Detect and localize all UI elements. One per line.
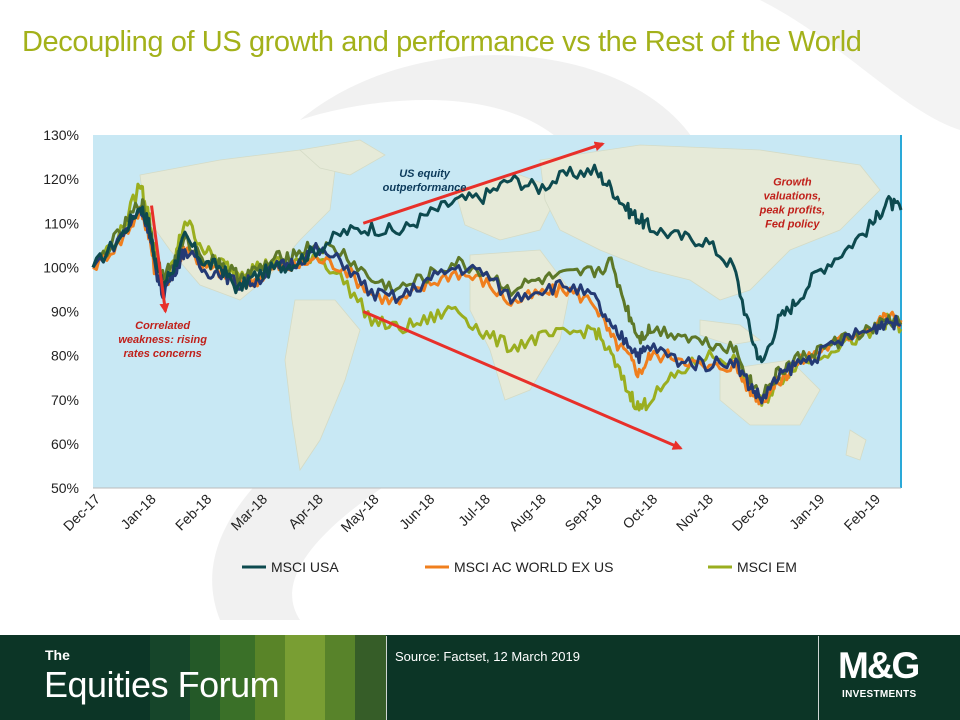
y-tick-label: 80% xyxy=(51,348,79,364)
x-tick-label: Oct-18 xyxy=(619,491,660,532)
x-tick-label: Nov-18 xyxy=(673,491,716,534)
logo-mark: M&G xyxy=(838,645,920,686)
annotation-arrows xyxy=(150,141,683,450)
annotation-text: US equity outperformance xyxy=(383,168,467,194)
legend-label: MSCI AC WORLD EX US xyxy=(454,559,613,575)
y-axis: 50% 60% 70% 80% 90% 100% 110% 120% 130% xyxy=(43,127,902,496)
x-tick-label: Feb-18 xyxy=(172,491,215,534)
legend-label: MSCI EM xyxy=(737,559,797,575)
y-tick-label: 70% xyxy=(51,392,79,408)
line-chart: 50% 60% 70% 80% 90% 100% 110% 120% 130% Dec-17 Ja… xyxy=(43,127,903,575)
series-line-msci-usa xyxy=(91,163,903,364)
footer-bar xyxy=(0,635,960,720)
annotation-arrow xyxy=(150,205,170,314)
x-tick-label: Jul-18 xyxy=(455,491,493,529)
x-tick-label: Jun-18 xyxy=(396,491,438,533)
logo-subtext: INVESTMENTS xyxy=(842,689,917,700)
footer-divider xyxy=(818,636,819,720)
mg-logo: M&G INVESTMENTS xyxy=(838,645,948,715)
x-tick-label: Dec-17 xyxy=(60,491,103,534)
x-tick-label: Mar-18 xyxy=(228,491,271,534)
x-axis: Dec-17 Jan-18 Feb-18 Mar-18 Apr-18 May-18 Jun-… xyxy=(60,491,884,535)
annotation-text: Growth valuations, peak profits, Fed policy xyxy=(759,177,825,231)
x-tick-label: Aug-18 xyxy=(506,491,549,534)
x-tick-label: Apr-18 xyxy=(285,491,326,532)
y-tick-label: 60% xyxy=(51,436,79,452)
annotation-text: Correlated weakness: rising rates concerns xyxy=(118,320,207,360)
annotation-arrow xyxy=(362,310,683,450)
footer-divider xyxy=(386,636,387,720)
series-layer xyxy=(91,163,903,412)
annotations: US equity outperformance Growth valuations,… xyxy=(118,168,825,360)
y-tick-label: 100% xyxy=(43,259,79,275)
y-tick-label: 120% xyxy=(43,171,79,187)
footer-stripes xyxy=(150,635,386,720)
plot-background xyxy=(93,135,901,488)
x-tick-label: Feb-19 xyxy=(841,491,884,534)
y-tick-label: 50% xyxy=(51,480,79,496)
legend-label: MSCI USA xyxy=(271,559,339,575)
footer-brand: Equities Forum xyxy=(44,664,280,705)
x-tick-label: Dec-18 xyxy=(729,491,772,534)
series-line-unlabelled-3 xyxy=(91,207,902,405)
x-tick-label: May-18 xyxy=(337,491,381,535)
x-tick-label: Sep-18 xyxy=(561,491,604,534)
x-tick-label: Jan-18 xyxy=(117,491,159,533)
footer-brand-prefix: The xyxy=(45,647,70,663)
x-tick-label: Jan-19 xyxy=(786,491,828,533)
y-tick-label: 110% xyxy=(44,215,79,231)
y-tick-label: 90% xyxy=(51,304,79,320)
annotation-arrow xyxy=(362,141,605,225)
legend: MSCI USA MSCI AC WORLD EX US MSCI EM xyxy=(242,559,797,575)
source-note: Source: Factset, 12 March 2019 xyxy=(395,649,580,664)
world-map xyxy=(139,139,881,472)
y-tick-label: 130% xyxy=(43,127,79,143)
page-title: Decoupling of US growth and performance … xyxy=(22,26,862,58)
